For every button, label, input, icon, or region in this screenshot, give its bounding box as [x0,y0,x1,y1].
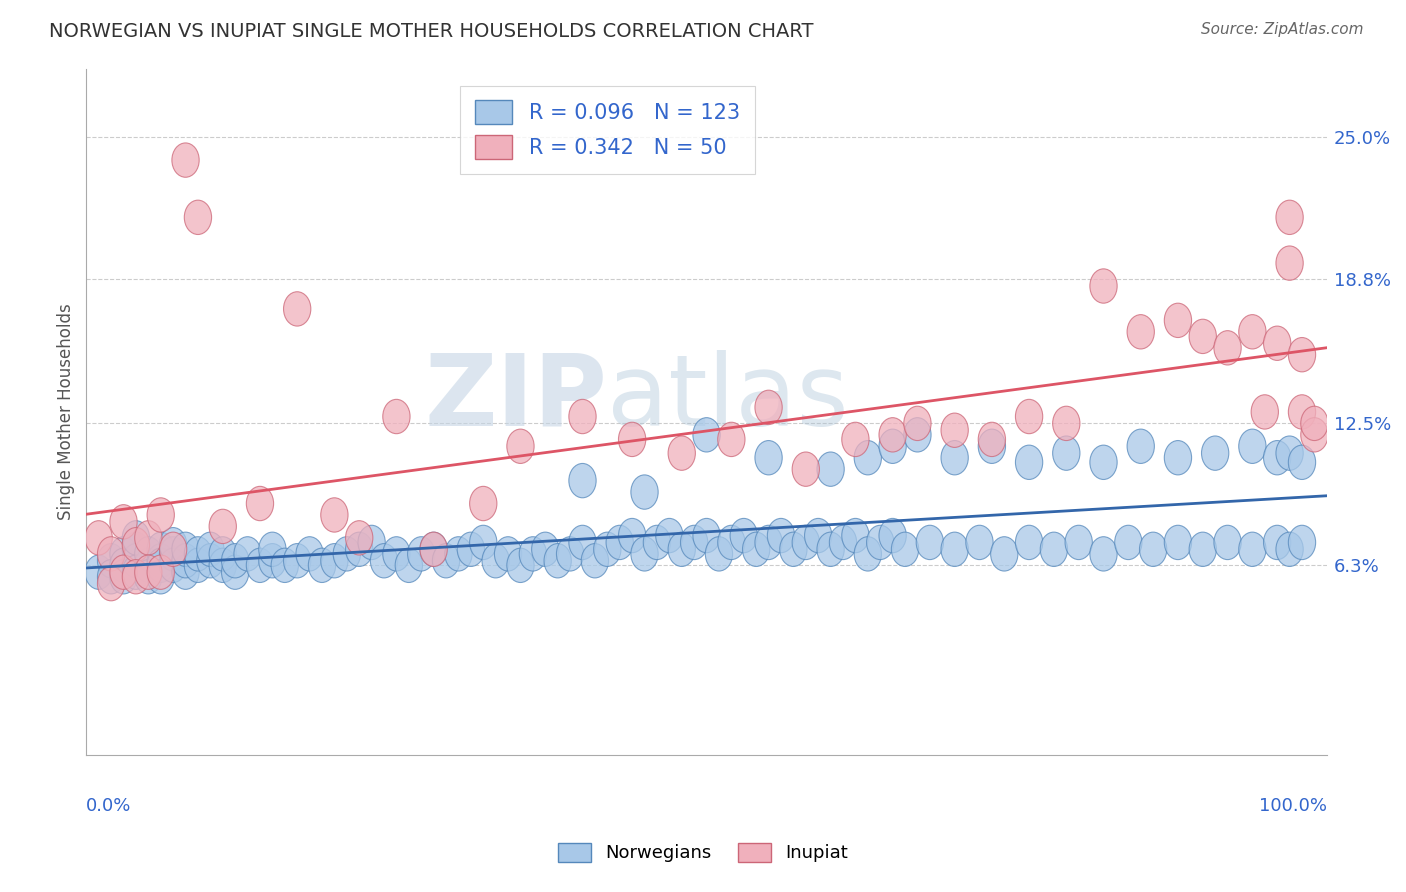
Text: NORWEGIAN VS INUPIAT SINGLE MOTHER HOUSEHOLDS CORRELATION CHART: NORWEGIAN VS INUPIAT SINGLE MOTHER HOUSE… [49,22,814,41]
Legend: R = 0.096   N = 123, R = 0.342   N = 50: R = 0.096 N = 123, R = 0.342 N = 50 [460,86,755,174]
Text: ZIP: ZIP [425,350,607,447]
Text: Source: ZipAtlas.com: Source: ZipAtlas.com [1201,22,1364,37]
Text: 100.0%: 100.0% [1258,797,1327,814]
Text: 0.0%: 0.0% [86,797,132,814]
Text: atlas: atlas [607,350,849,447]
Legend: Norwegians, Inupiat: Norwegians, Inupiat [551,836,855,870]
Y-axis label: Single Mother Households: Single Mother Households [58,303,75,520]
